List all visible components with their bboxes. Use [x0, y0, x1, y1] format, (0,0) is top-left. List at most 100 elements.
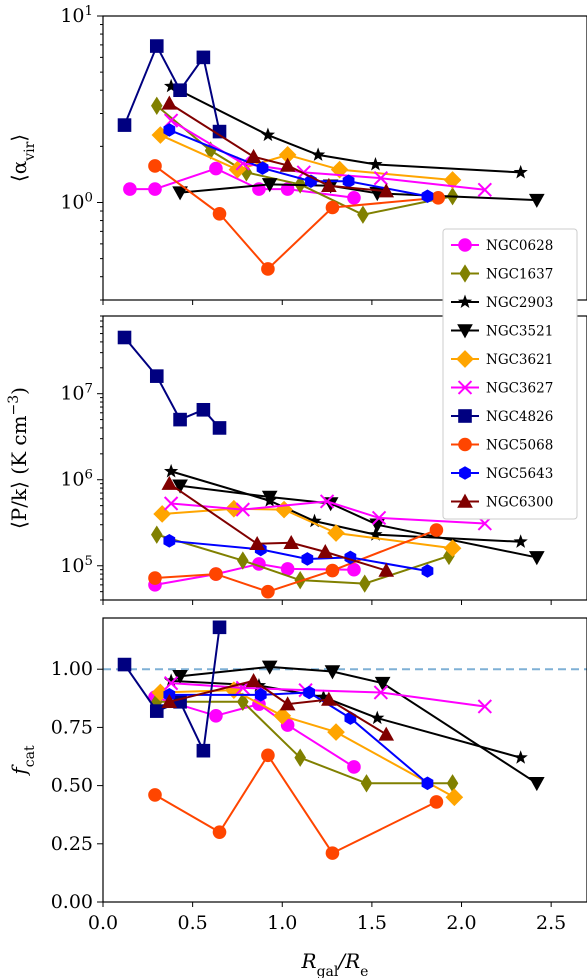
series-line-NGC4826 — [123, 627, 221, 755]
y-axis-label: fcat — [7, 745, 38, 777]
data-point-NGC6300 — [161, 95, 178, 110]
data-point-NGC6300 — [245, 148, 262, 163]
data-point-NGC4826 — [117, 330, 132, 345]
data-point-NGC6300 — [378, 726, 395, 741]
data-point-NGC2903 — [457, 294, 473, 309]
data-point-NGC5068 — [148, 571, 162, 585]
data-point-NGC4826 — [212, 124, 227, 139]
data-point-NGC3627 — [457, 380, 473, 395]
legend-label: NGC6300 — [486, 495, 553, 511]
data-point-NGC6300 — [378, 183, 395, 198]
series-NGC3621 — [151, 681, 464, 807]
data-point-NGC6300 — [457, 493, 473, 508]
series-NGC4826 — [117, 330, 227, 435]
data-point-NGC1637 — [443, 546, 455, 566]
y-tick-label: 105 — [60, 553, 93, 577]
data-point-NGC3521 — [172, 669, 188, 685]
legend-label: NGC5643 — [486, 466, 553, 482]
legend-label: NGC3521 — [486, 324, 553, 340]
series-NGC6300 — [161, 475, 395, 577]
data-point-NGC0628 — [148, 182, 162, 196]
x-axis-label: Rgal/Re — [301, 949, 369, 978]
y-tick-label: 0.75 — [51, 716, 93, 738]
data-point-NGC0628 — [458, 238, 472, 252]
data-point-NGC2903 — [368, 156, 383, 171]
legend-label: NGC1637 — [486, 267, 553, 283]
legend-entry-NGC6300: NGC6300 — [451, 493, 553, 511]
series-NGC4826 — [117, 620, 227, 758]
data-point-NGC5068 — [148, 788, 162, 802]
series-layer-pressure — [117, 330, 545, 599]
data-point-NGC3627 — [163, 676, 179, 691]
data-point-NGC5643 — [342, 174, 355, 189]
data-point-NGC4826 — [196, 50, 211, 65]
data-point-NGC4826 — [149, 704, 164, 718]
data-point-NGC0628 — [347, 760, 361, 774]
series-NGC6300 — [161, 673, 395, 741]
data-point-NGC2903 — [164, 463, 179, 478]
legend-entry-NGC0628: NGC0628 — [451, 238, 553, 254]
data-point-NGC3521 — [172, 479, 188, 494]
data-point-NGC1637 — [446, 774, 459, 793]
data-point-NGC6300 — [279, 157, 296, 172]
data-point-NGC3627 — [319, 494, 335, 509]
x-tick-label: 0.5 — [178, 912, 208, 934]
data-point-NGC3521 — [528, 777, 545, 792]
series-NGC5068 — [148, 748, 444, 860]
data-point-NGC3627 — [371, 510, 387, 526]
x-tick-label: 0.0 — [88, 912, 118, 934]
data-point-NGC5068 — [458, 437, 472, 452]
data-point-NGC2903 — [316, 689, 331, 704]
data-point-NGC3621 — [273, 706, 292, 725]
y-tick-label: 0.25 — [51, 833, 93, 855]
legend-entry-NGC1637: NGC1637 — [451, 264, 553, 283]
data-point-NGC3621 — [327, 723, 345, 741]
panel-fcat: 0.00 0.25 0.50 0.75 1.00 fcat — [7, 617, 587, 913]
panel-alpha: 100 101 ⟨αvir⟩ — [7, 4, 587, 305]
data-point-NGC3521 — [261, 490, 278, 505]
data-point-NGC4826 — [196, 402, 211, 417]
data-point-NGC3627 — [163, 496, 179, 511]
data-point-NGC1637 — [150, 525, 163, 544]
series-NGC5068 — [148, 159, 446, 276]
data-point-NGC5068 — [212, 206, 227, 221]
series-NGC2903 — [164, 78, 528, 179]
series-line-NGC5068 — [154, 753, 437, 855]
x-tick-label: 1.0 — [267, 912, 297, 934]
data-point-NGC5068 — [261, 748, 275, 763]
data-point-NGC3621 — [278, 146, 297, 164]
x-axis: 0.0 0.5 1.0 1.5 2.0 2.5 Rgal/Re — [88, 912, 566, 978]
legend-entry-NGC5643: NGC5643 — [451, 466, 553, 482]
data-point-NGC3627 — [477, 699, 492, 714]
data-point-NGC3627 — [477, 182, 492, 197]
data-point-NGC4826 — [212, 620, 227, 635]
data-point-NGC3621 — [456, 350, 474, 368]
data-point-NGC2903 — [513, 750, 528, 764]
data-point-NGC4826 — [196, 743, 211, 758]
data-point-NGC5643 — [254, 688, 267, 702]
legend-label: NGC4826 — [486, 409, 553, 425]
data-point-NGC6300 — [161, 693, 178, 709]
data-point-NGC6300 — [321, 691, 337, 706]
legend-label: NGC3627 — [486, 381, 553, 397]
data-point-NGC3621 — [443, 171, 462, 189]
y-tick-label: 0.00 — [51, 891, 93, 913]
x-tick-label: 2.0 — [446, 912, 476, 934]
data-point-NGC2903 — [368, 527, 383, 541]
data-point-NGC3521 — [528, 551, 545, 566]
data-point-NGC5643 — [459, 466, 471, 480]
data-point-NGC6300 — [249, 535, 265, 551]
data-point-NGC0628 — [209, 161, 223, 176]
data-point-NGC0628 — [347, 562, 361, 577]
data-point-NGC2903 — [311, 147, 326, 161]
data-point-NGC3521 — [369, 518, 386, 533]
legend-entry-NGC3627: NGC3627 — [451, 380, 553, 397]
data-point-NGC1637 — [237, 551, 249, 570]
data-point-NGC5068 — [429, 523, 444, 537]
panel-frame — [102, 315, 587, 601]
data-point-NGC0628 — [280, 562, 295, 576]
data-point-NGC3627 — [235, 502, 250, 517]
data-point-NGC5068 — [431, 190, 446, 205]
y-tick-label: 106 — [60, 467, 93, 491]
